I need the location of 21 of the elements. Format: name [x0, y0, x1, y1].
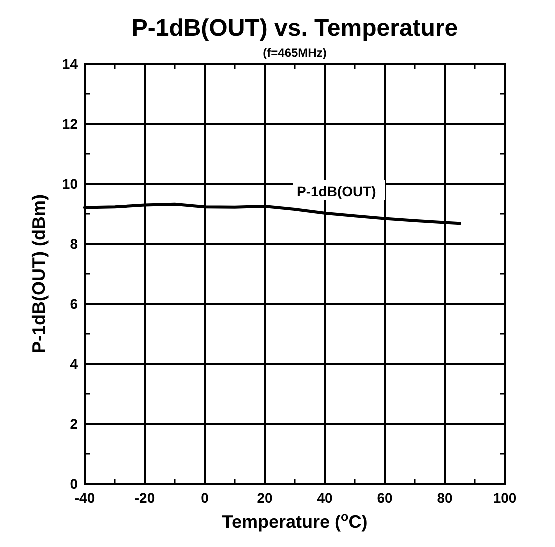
series-label: P-1dB(OUT) [297, 183, 376, 200]
x-tick-label: 40 [317, 490, 333, 506]
x-tick-label: 20 [257, 490, 273, 506]
x-tick-label: 100 [493, 490, 517, 506]
y-tick-label: 0 [70, 476, 78, 492]
x-tick-label: -20 [134, 490, 156, 506]
x-tick-label: -40 [74, 490, 96, 506]
x-tick-label: 80 [437, 490, 453, 506]
x-axis-title: Temperature ($^{o}$C) [222, 510, 368, 532]
chart-title: P-1dB(OUT) vs. Temperature [132, 15, 458, 42]
y-tick-label: 10 [62, 176, 78, 192]
y-tick-label: 2 [70, 416, 78, 432]
x-tick-label: 0 [201, 490, 210, 506]
y-tick-label: 8 [70, 236, 78, 252]
chart-subtitle: (f=465MHz) [263, 46, 327, 60]
y-tick-label: 4 [70, 356, 78, 372]
y-axis-title: P-1dB(OUT) (dBm) [29, 194, 49, 354]
y-tick-label: 12 [62, 116, 78, 132]
x-tick-label: 60 [377, 490, 393, 506]
y-tick-label: 6 [70, 296, 78, 312]
y-tick-label: 14 [62, 56, 78, 72]
